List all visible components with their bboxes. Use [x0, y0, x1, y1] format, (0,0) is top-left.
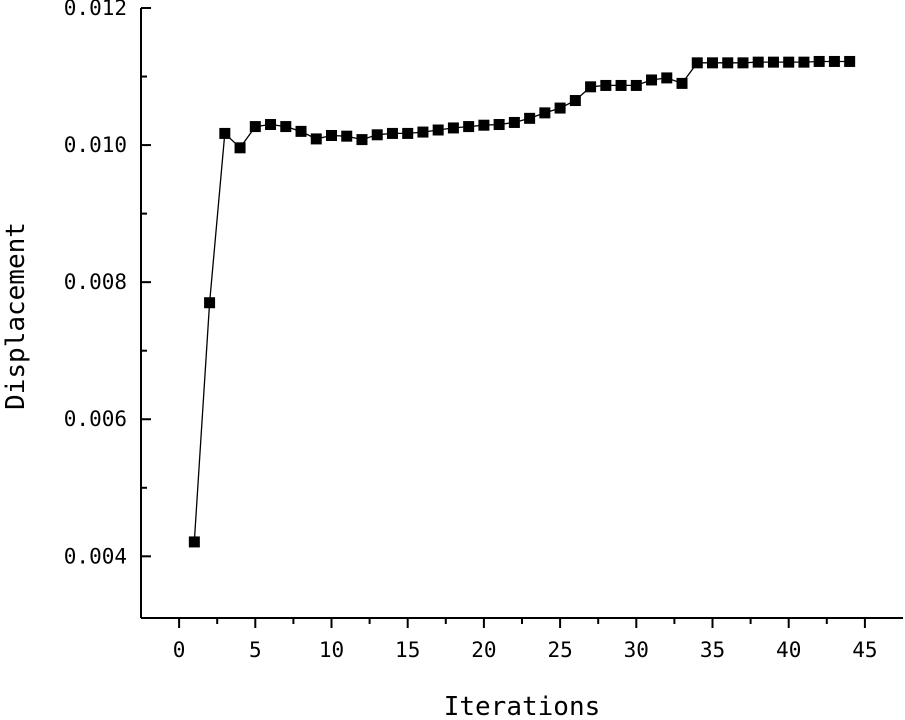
data-point: [447, 122, 459, 134]
y-axis-title: Displacement: [1, 222, 31, 410]
data-point: [646, 74, 658, 86]
data-point: [600, 79, 612, 91]
series: [188, 55, 856, 548]
data-point: [508, 116, 520, 128]
x-tick-label: 20: [471, 638, 496, 662]
data-point: [295, 125, 307, 137]
data-point: [478, 119, 490, 131]
y-tick-label: 0.006: [64, 407, 127, 431]
data-point: [554, 102, 566, 114]
data-point: [737, 57, 749, 69]
x-tick-label: 45: [852, 638, 877, 662]
series-line: [193, 60, 850, 542]
x-tick-label: 5: [249, 638, 262, 662]
x-tick-label: 15: [395, 638, 420, 662]
x-tick-label: 35: [700, 638, 725, 662]
data-point: [493, 119, 505, 131]
data-point: [219, 127, 231, 139]
data-point: [798, 56, 810, 68]
data-point: [828, 55, 840, 67]
y-tick-label: 0.012: [64, 0, 127, 20]
data-point: [326, 129, 337, 141]
y-tick-label: 0.010: [64, 133, 127, 157]
y-tick-label: 0.008: [64, 270, 127, 294]
data-point: [463, 121, 475, 133]
x-axis-title: Iterations: [444, 692, 601, 720]
x-tick-label: 40: [776, 638, 801, 662]
data-point: [524, 112, 536, 124]
data-point: [722, 57, 734, 69]
data-point: [783, 56, 795, 68]
data-point: [539, 107, 551, 119]
data-point: [585, 81, 597, 93]
data-point: [356, 134, 368, 146]
data-point: [341, 130, 353, 142]
data-point: [204, 297, 216, 309]
data-point: [249, 121, 261, 133]
data-point: [691, 57, 703, 69]
data-point: [432, 124, 444, 136]
ticks: 0 5 10 15 20 25 30 35 40 45 0.004 0.006 0.008 0.010 0.…: [64, 0, 878, 662]
data-point: [386, 127, 398, 139]
x-tick-label: 10: [319, 638, 344, 662]
data-point: [676, 77, 688, 89]
data-point: [569, 95, 581, 107]
x-tick-label: 30: [624, 638, 649, 662]
data-point: [615, 79, 627, 91]
axes: [140, 8, 903, 619]
data-point: [767, 56, 779, 68]
data-point: [630, 79, 642, 91]
x-tick-label: 0: [173, 638, 186, 662]
data-point: [265, 119, 277, 131]
data-point: [234, 142, 246, 154]
data-point: [371, 129, 383, 141]
data-point: [402, 127, 414, 139]
data-point: [280, 121, 292, 133]
data-point: [752, 56, 764, 68]
data-point: [310, 133, 322, 145]
x-tick-label: 25: [547, 638, 572, 662]
data-point: [661, 72, 673, 84]
y-tick-label: 0.004: [64, 544, 127, 568]
data-point: [707, 57, 718, 69]
data-point: [844, 55, 856, 67]
data-point: [188, 536, 200, 548]
data-point: [813, 55, 825, 67]
data-point: [417, 126, 429, 138]
